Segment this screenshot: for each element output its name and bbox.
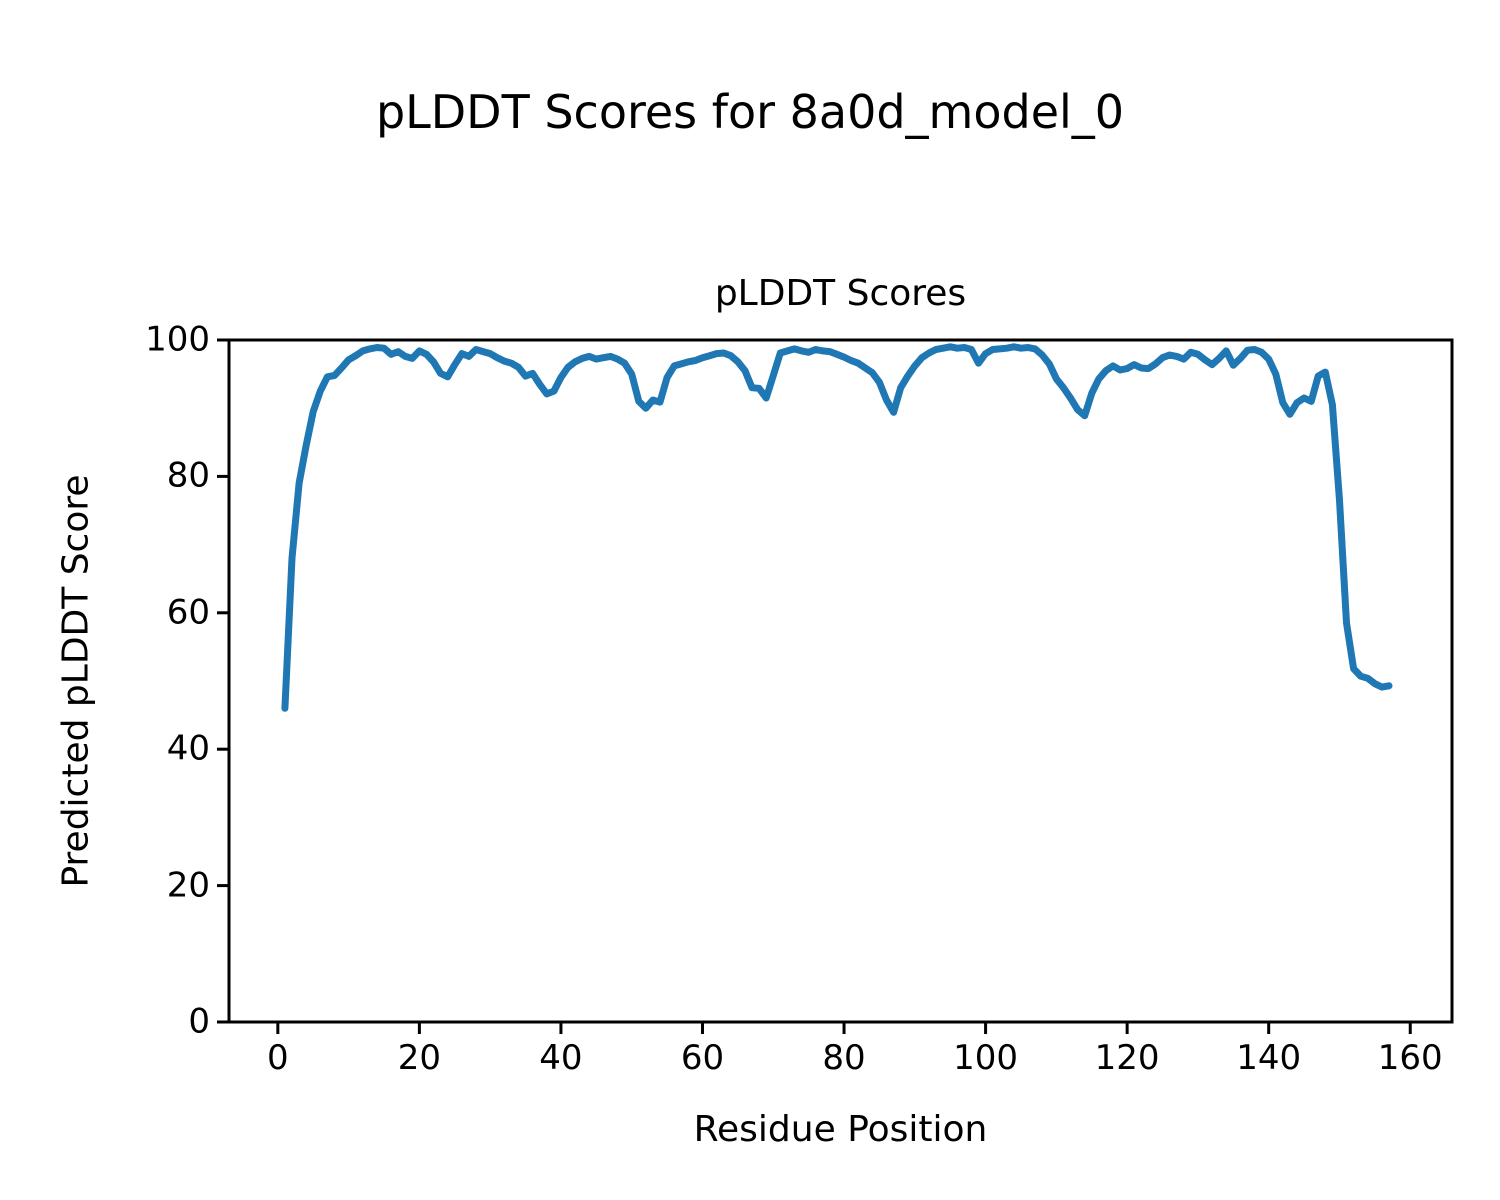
plddt-line [281,343,1393,712]
y-tick-label: 80 [166,455,210,496]
axes-title: pLDDT Scores [714,273,967,314]
x-tick-label: 80 [822,1038,866,1078]
x-tick-label: 60 [680,1038,725,1078]
y-tick-label: 20 [166,864,210,905]
x-tick-label: 160 [1377,1038,1443,1078]
y-tick-label: 40 [166,728,210,769]
x-axis-label: Residue Position [693,1109,988,1150]
x-tick-label: 140 [1236,1038,1302,1078]
x-tick-label: 40 [539,1038,583,1078]
y-tick-label: 100 [145,319,210,360]
x-tick-label: 120 [1094,1038,1160,1078]
x-tick-label: 20 [397,1038,442,1078]
x-tick-label: 0 [266,1038,289,1078]
y-tick-label: 60 [166,592,210,633]
axes-frame [227,338,1454,1024]
y-tick-label: 0 [188,1001,210,1042]
x-tick-label: 100 [953,1038,1019,1078]
figure-suptitle: pLDDT Scores for 8a0d_model_0 [375,85,1125,139]
